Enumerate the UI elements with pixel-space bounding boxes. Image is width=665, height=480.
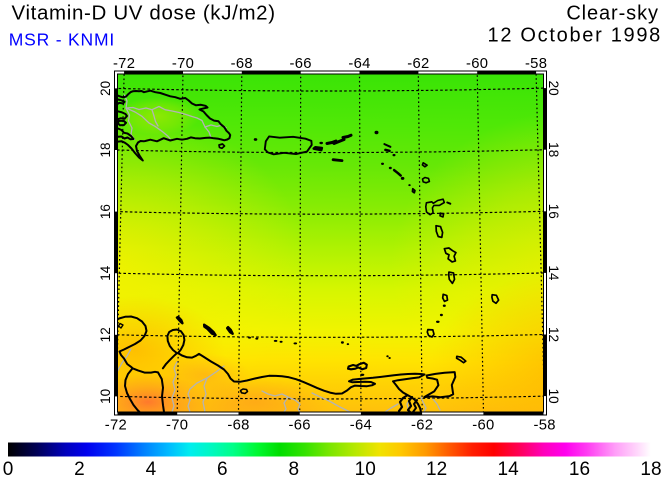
svg-text:10: 10 [546,389,561,404]
svg-text:12: 12 [546,327,561,342]
svg-text:20: 20 [98,81,113,96]
svg-text:-72: -72 [113,56,135,72]
svg-text:-58: -58 [525,56,547,72]
svg-text:12: 12 [98,327,113,342]
svg-text:MSR - KNMI: MSR - KNMI [9,29,115,49]
svg-text:10: 10 [98,389,113,404]
svg-text:-70: -70 [166,417,188,433]
svg-text:6: 6 [217,459,228,480]
svg-text:14: 14 [498,459,520,480]
svg-text:0: 0 [3,459,14,480]
svg-text:-64: -64 [350,417,372,433]
svg-text:-66: -66 [290,56,312,72]
svg-text:16: 16 [98,204,113,219]
svg-text:18: 18 [546,142,561,157]
svg-text:16: 16 [569,459,590,480]
svg-text:-68: -68 [227,417,249,433]
svg-text:20: 20 [546,81,561,96]
svg-text:-60: -60 [472,417,494,433]
svg-text:Vitamin-D UV dose (kJ/m2): Vitamin-D UV dose (kJ/m2) [12,2,276,25]
svg-text:14: 14 [98,265,113,281]
svg-text:18: 18 [640,459,661,480]
svg-text:-62: -62 [411,417,433,433]
svg-text:-70: -70 [172,56,194,72]
svg-text:12 October 1998: 12 October 1998 [488,24,663,46]
svg-text:10: 10 [355,459,376,480]
svg-text:-58: -58 [534,417,556,433]
svg-text:2: 2 [74,459,85,480]
svg-text:8: 8 [289,459,300,480]
svg-text:-62: -62 [407,56,429,72]
svg-text:-68: -68 [231,56,253,72]
svg-text:-64: -64 [348,56,370,72]
svg-text:16: 16 [546,204,561,219]
svg-text:-72: -72 [105,417,127,433]
svg-text:18: 18 [98,142,113,157]
svg-text:14: 14 [546,265,561,281]
svg-text:12: 12 [426,459,447,480]
svg-text:4: 4 [146,459,157,480]
svg-text:Clear-sky: Clear-sky [566,2,659,24]
svg-text:-66: -66 [289,417,311,433]
svg-text:-60: -60 [466,56,488,72]
